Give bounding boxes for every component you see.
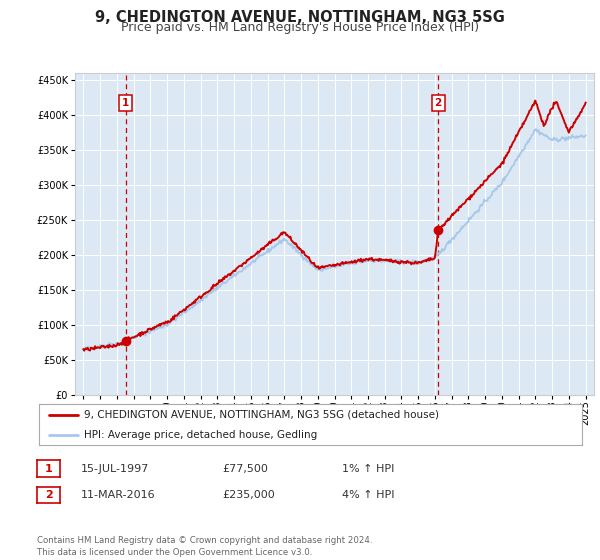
Text: Contains HM Land Registry data © Crown copyright and database right 2024.
This d: Contains HM Land Registry data © Crown c… xyxy=(37,536,373,557)
Text: £235,000: £235,000 xyxy=(222,490,275,500)
Text: 11-MAR-2016: 11-MAR-2016 xyxy=(81,490,155,500)
Text: 1: 1 xyxy=(45,464,52,474)
Text: 9, CHEDINGTON AVENUE, NOTTINGHAM, NG3 5SG (detached house): 9, CHEDINGTON AVENUE, NOTTINGHAM, NG3 5S… xyxy=(84,410,439,420)
Text: 1: 1 xyxy=(122,99,130,109)
Text: £77,500: £77,500 xyxy=(222,464,268,474)
Text: 4% ↑ HPI: 4% ↑ HPI xyxy=(342,490,395,500)
Text: 9, CHEDINGTON AVENUE, NOTTINGHAM, NG3 5SG: 9, CHEDINGTON AVENUE, NOTTINGHAM, NG3 5S… xyxy=(95,10,505,25)
Text: 2: 2 xyxy=(45,490,52,500)
Text: HPI: Average price, detached house, Gedling: HPI: Average price, detached house, Gedl… xyxy=(84,431,317,440)
Text: 1% ↑ HPI: 1% ↑ HPI xyxy=(342,464,394,474)
Text: 15-JUL-1997: 15-JUL-1997 xyxy=(81,464,149,474)
Text: 2: 2 xyxy=(434,99,442,109)
Text: Price paid vs. HM Land Registry's House Price Index (HPI): Price paid vs. HM Land Registry's House … xyxy=(121,21,479,34)
